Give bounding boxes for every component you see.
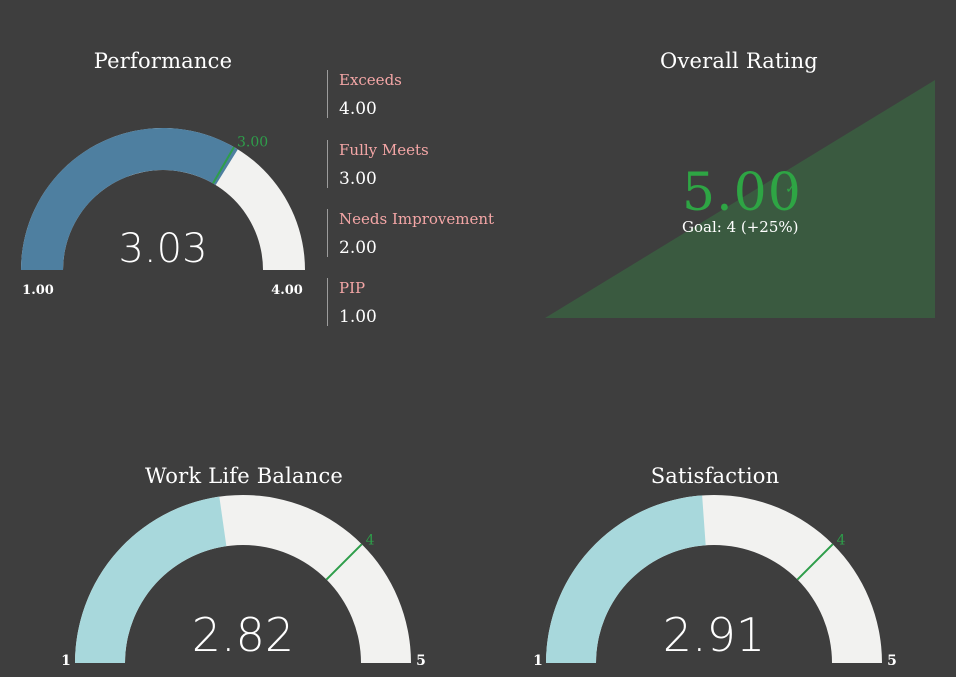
overall-rating-value: 5.00 [682, 163, 802, 223]
gauge-target-line [212, 146, 235, 184]
gauge-min-label: 1.00 [22, 283, 54, 298]
overall-rating-title: Overall Rating [660, 49, 818, 73]
gauge-value: 2.82 [192, 608, 294, 662]
gauge-target-label: 4 [366, 532, 375, 548]
work-life-balance-title: Work Life Balance [144, 464, 344, 488]
gauge-target-label: 3.00 [237, 135, 268, 151]
gauge-target-line [325, 543, 363, 581]
gauge-min-label: 1 [61, 653, 71, 669]
gauge-max-label: 5 [887, 653, 897, 669]
gauge-min-label: 1 [533, 653, 543, 669]
gauge-value: 3.03 [118, 226, 207, 272]
gauge-target-line [796, 543, 834, 581]
legend-name: Fully Meets [339, 141, 429, 159]
gauge-fill [546, 495, 706, 663]
legend-name: Exceeds [339, 71, 402, 89]
legend-value: 4.00 [339, 99, 377, 119]
gauge-fill [75, 496, 227, 663]
legend-item-pip: PIP 1.00 [327, 278, 377, 327]
gauge-target-label: 4 [837, 532, 846, 548]
satisfaction-title: Satisfaction [650, 464, 780, 488]
legend-name: Needs Improvement [339, 210, 495, 228]
legend-value: 1.00 [339, 307, 377, 327]
legend-item-fully-meets: Fully Meets 3.00 [327, 140, 429, 189]
legend-name: PIP [339, 279, 366, 297]
legend-value: 2.00 [339, 238, 377, 258]
legend-item-exceeds: Exceeds 4.00 [327, 70, 402, 119]
gauge-value: 2.91 [663, 608, 765, 662]
overall-rating-triangle [545, 80, 935, 318]
legend-item-needs-improvement: Needs Improvement 2.00 [327, 209, 495, 258]
checkmark-icon: ✓ [785, 181, 797, 197]
gauge-fill [21, 127, 238, 270]
gauge-max-label: 4.00 [271, 283, 303, 298]
overall-rating-goal: Goal: 4 (+25%) [682, 218, 799, 236]
gauge-max-label: 5 [416, 653, 426, 669]
legend-value: 3.00 [339, 169, 377, 189]
performance-title: Performance [93, 49, 233, 73]
